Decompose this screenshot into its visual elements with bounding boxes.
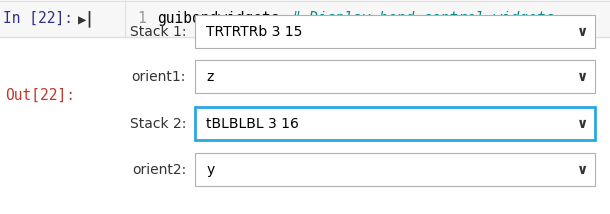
Bar bbox=[195, 153, 595, 186]
Text: orient1:: orient1: bbox=[132, 70, 186, 83]
Text: Out[22]:: Out[22]: bbox=[5, 88, 75, 103]
Text: ∨: ∨ bbox=[577, 70, 588, 83]
Text: ▶⎮: ▶⎮ bbox=[78, 10, 95, 27]
Bar bbox=[195, 60, 595, 93]
Text: ∨: ∨ bbox=[577, 117, 588, 131]
Text: z: z bbox=[206, 70, 213, 83]
Text: ∨: ∨ bbox=[577, 163, 588, 177]
Bar bbox=[195, 107, 595, 140]
Bar bbox=[0, 0, 610, 37]
Text: Stack 1:: Stack 1: bbox=[129, 25, 186, 39]
Text: guibondwidgets: guibondwidgets bbox=[157, 11, 280, 26]
Text: TRTRTRb 3 15: TRTRTRb 3 15 bbox=[206, 25, 303, 39]
Text: 1: 1 bbox=[137, 11, 146, 26]
Text: # Display bond control widgets.: # Display bond control widgets. bbox=[283, 11, 563, 26]
Text: Stack 2:: Stack 2: bbox=[130, 117, 186, 131]
Text: In [22]:: In [22]: bbox=[3, 11, 73, 26]
Text: ∨: ∨ bbox=[577, 25, 588, 39]
Bar bbox=[195, 15, 595, 48]
Text: y: y bbox=[206, 163, 215, 177]
Text: tBLBLBL 3 16: tBLBLBL 3 16 bbox=[206, 117, 299, 131]
Text: orient2:: orient2: bbox=[132, 163, 186, 177]
